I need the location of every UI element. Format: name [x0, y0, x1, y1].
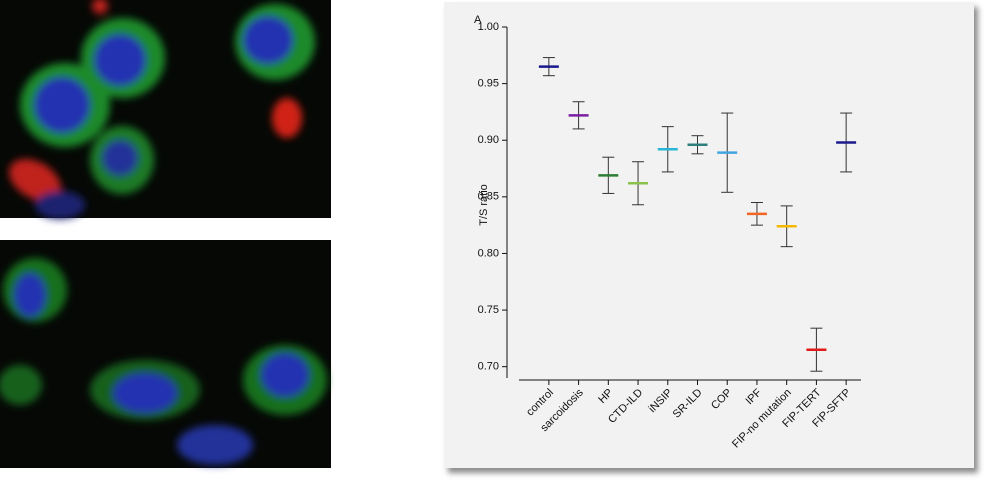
panel-label: A: [474, 14, 482, 26]
y-tick-label: 0.85: [478, 191, 499, 203]
y-tick-label: 0.90: [478, 134, 499, 146]
y-tick-label: 0.70: [478, 361, 499, 373]
micrograph-top: [0, 0, 331, 219]
y-tick-label: 0.75: [478, 304, 499, 316]
y-tick-label: 1.00: [478, 21, 499, 33]
micrograph-bottom: [0, 240, 331, 468]
y-tick-label: 0.80: [478, 247, 499, 259]
y-axis-label: T/S ratio: [478, 184, 490, 226]
chart-panel: [444, 2, 974, 468]
y-tick-label: 0.95: [478, 78, 499, 90]
